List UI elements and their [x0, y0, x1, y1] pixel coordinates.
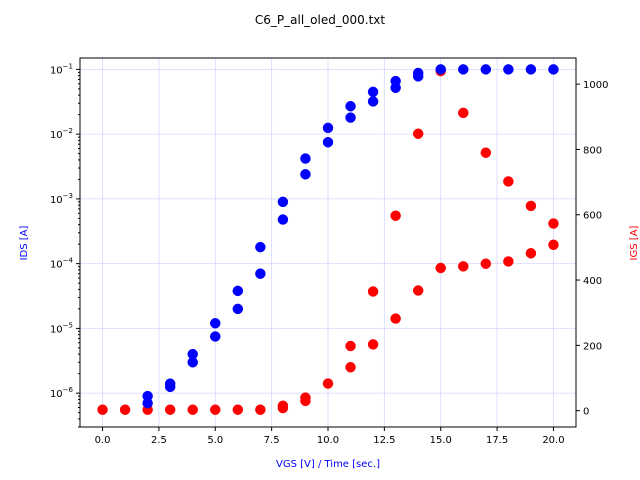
igs-data-point: [97, 404, 108, 415]
ids-data-point: [480, 64, 492, 75]
ids-data-point: [277, 214, 289, 225]
y-right-tick-label: 200: [583, 341, 602, 352]
ids-data-point: [210, 331, 221, 342]
igs-data-point: [322, 378, 334, 389]
ids-data-point: [345, 112, 356, 123]
ids-data-point: [458, 64, 469, 75]
y-right-tick-label: 800: [583, 145, 602, 156]
ids-data-point: [345, 100, 356, 112]
igs-data-point: [300, 392, 311, 403]
y-left-tick-label: 10−2: [50, 127, 73, 141]
igs-data-point: [255, 404, 266, 415]
x-tick-label: 7.5: [264, 435, 280, 446]
x-tick-label: 15.0: [430, 435, 452, 446]
igs-data-point: [412, 128, 424, 140]
igs-data-point: [525, 200, 537, 212]
igs-data-point: [548, 239, 559, 251]
x-tick-label: 0.0: [95, 435, 111, 446]
grid: [80, 58, 576, 427]
ids-data-point: [367, 86, 379, 98]
igs-data-point: [187, 404, 198, 415]
ids-data-point: [367, 96, 379, 107]
plot-marks: [97, 64, 559, 415]
x-tick-label: 12.5: [373, 435, 395, 446]
y-left-tick-label: 10−1: [50, 62, 73, 76]
ids-data-point: [322, 136, 334, 148]
y-right-tick-label: 400: [583, 276, 602, 287]
ids-data-point: [412, 71, 424, 82]
ids-data-point: [525, 64, 537, 75]
ids-data-point: [300, 169, 311, 180]
y-left-tick-label: 10−6: [50, 386, 74, 400]
igs-data-point: [503, 256, 514, 267]
igs-data-point: [435, 262, 446, 274]
y-right-tick-label: 0: [583, 407, 589, 418]
y-right-tick-label: 600: [583, 211, 602, 222]
x-axis-label: VGS [V] / Time [sec.]: [276, 459, 380, 470]
axis-ticks: 0.0 2.5 5.0 7.5 10.0 12.5 15.0 17.5 20.0 10−6 10−5…: [50, 62, 609, 446]
igs-data-point: [548, 218, 559, 229]
igs-data-point: [480, 258, 492, 269]
igs-data-point: [367, 286, 379, 297]
y-left-tick-label: 10−4: [50, 257, 74, 271]
igs-data-point: [480, 147, 492, 158]
igs-data-point: [345, 340, 356, 352]
ids-data-point: [548, 64, 559, 75]
ids-data-point: [503, 64, 514, 75]
ids-data-point: [187, 357, 198, 368]
ids-data-point: [142, 397, 153, 409]
ids-data-point: [390, 82, 401, 94]
ids-data-point: [300, 153, 311, 164]
igs-data-point: [503, 176, 514, 187]
ids-data-point: [232, 303, 244, 315]
x-tick-label: 20.0: [542, 435, 564, 446]
ids-data-point: [164, 381, 176, 393]
igs-data-point: [458, 107, 469, 119]
x-tick-label: 5.0: [207, 435, 223, 446]
y-axis-left-label: IDS [A]: [19, 225, 30, 260]
igs-data-point: [525, 248, 537, 259]
igs-data-point: [210, 404, 221, 415]
ids-data-point: [435, 64, 446, 75]
x-tick-label: 2.5: [151, 435, 167, 446]
igs-data-point: [232, 404, 244, 415]
ids-data-point: [255, 241, 266, 253]
y-right-tick-label: 1000: [583, 80, 608, 91]
y-left-tick-label: 10−5: [50, 321, 73, 335]
igs-data-point: [277, 400, 289, 412]
igs-data-point: [119, 404, 131, 415]
y-axis-right-label: IGS [A]: [629, 225, 640, 260]
igs-data-point: [345, 361, 356, 373]
igs-data-point: [390, 210, 401, 221]
ids-data-point: [255, 268, 266, 279]
igs-data-point: [390, 313, 401, 324]
igs-data-point: [412, 285, 424, 296]
igs-data-point: [367, 339, 379, 350]
y-left-tick-label: 10−3: [50, 192, 73, 206]
ids-data-point: [232, 285, 244, 297]
x-tick-label: 10.0: [317, 435, 339, 446]
x-tick-label: 17.5: [486, 435, 508, 446]
chart-title: C6_P_all_oled_000.txt: [255, 13, 385, 27]
ids-data-point: [277, 196, 289, 208]
igs-data-point: [164, 404, 176, 415]
igs-data-point: [458, 261, 469, 272]
ids-data-point: [322, 122, 334, 134]
ids-data-point: [210, 318, 221, 329]
